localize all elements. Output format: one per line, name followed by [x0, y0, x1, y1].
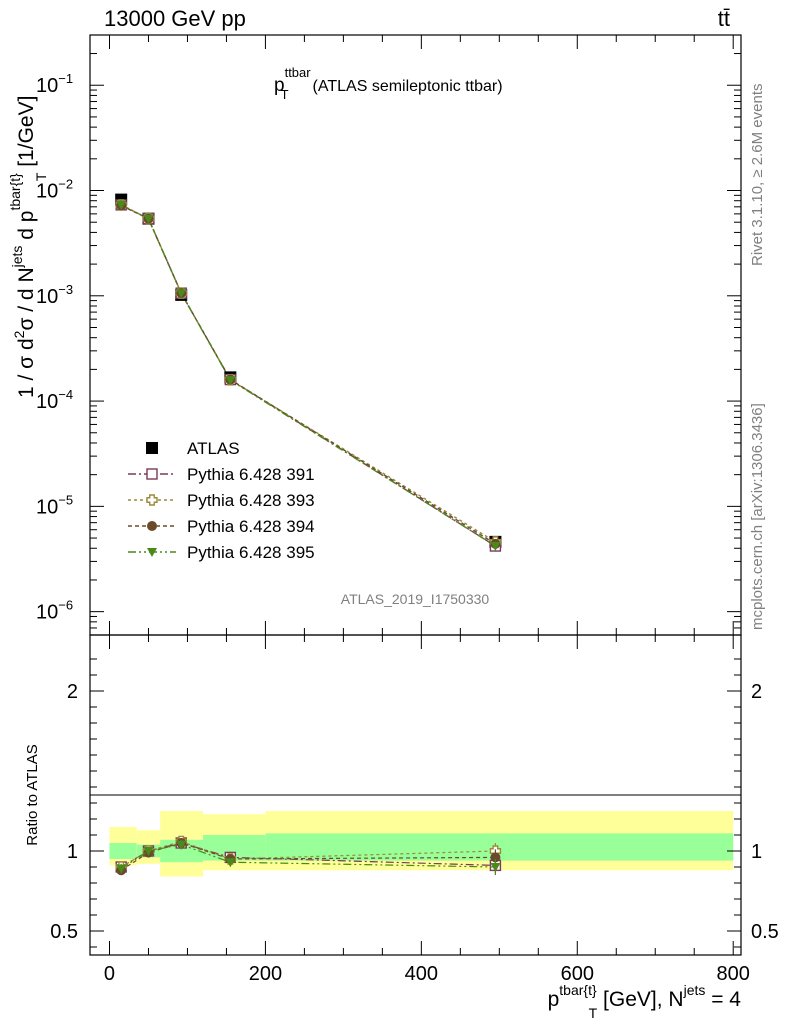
y-tick-label-exp: −3 [58, 282, 73, 297]
ylabel-a: 1 / σ d [15, 338, 38, 398]
x-tick-label: 800 [717, 963, 750, 985]
y-tick-label: 10−2 [36, 177, 73, 203]
ratio-y-label: Ratio to ATLAS [24, 744, 41, 845]
legend-label: Pythia 6.428 393 [187, 491, 315, 510]
ratio-y-tick-label-right: 1 [751, 841, 762, 863]
xlabel-b: [GeV], N [597, 988, 683, 1011]
header-left: 13000 GeV pp [104, 6, 246, 31]
ratio-data-point [490, 863, 501, 872]
legend-marker [146, 494, 158, 506]
y-tick-label-exp: −2 [58, 177, 73, 192]
legend-label: ATLAS [187, 439, 240, 458]
y-tick-label-base: 10 [36, 181, 58, 203]
ratio-y-ticks: 0.5 0.5 1 1 2 2 [50, 658, 779, 948]
ratio-data-point [143, 847, 154, 856]
ratio-data-point [116, 864, 127, 874]
ylabel-c: d p [15, 211, 38, 246]
rivet-label: Rivet 3.1.10, ≥ 2.6M events [749, 84, 766, 267]
xlabel-a-sup: tbar{t} [559, 982, 597, 998]
stat-uncertainty-band [109, 843, 137, 859]
ylabel-b: σ / d N [15, 267, 38, 330]
ylabel-d: [1/GeV] [15, 96, 38, 173]
mc-data-point [176, 289, 187, 299]
plot-title: pttbar T (ATLAS semileptonic ttbar) [274, 65, 503, 102]
y-tick-label-exp: −6 [58, 598, 73, 613]
x-axis-label: ptbar{t} T [GeV], Njets = 4 [548, 982, 742, 1021]
mc-data-point [225, 376, 236, 386]
legend-marker [146, 468, 158, 480]
ylabel-a-sup: 2 [11, 330, 27, 338]
legend-marker [146, 442, 158, 454]
x-tick-label: 200 [249, 963, 282, 985]
legend-label: Pythia 6.428 394 [187, 517, 315, 536]
analysis-watermark: ATLAS_2019_I1750330 [341, 591, 490, 607]
x-tick-label: 400 [405, 963, 438, 985]
xlabel-a: p [548, 988, 560, 1011]
plot-title-rest: (ATLAS semileptonic ttbar) [313, 78, 503, 95]
ratio-y-tick-label: 1 [67, 841, 78, 863]
y-tick-label-exp: −5 [58, 492, 73, 507]
ratio-bands [109, 811, 734, 877]
main-series [115, 193, 502, 552]
y-tick-label-base: 10 [36, 75, 58, 97]
y-tick-label: 10−6 [36, 598, 73, 624]
ylabel-c-sup: tbar{t} [7, 173, 23, 211]
header-right: tt̄ [718, 6, 730, 31]
x-tick-label: 0 [104, 963, 115, 985]
series-line [120, 204, 496, 545]
xlabel-b-sup: jets [683, 982, 706, 998]
y-tick-label: 10−3 [36, 282, 73, 308]
series-line [120, 204, 496, 543]
y-tick-label-exp: −1 [58, 71, 73, 86]
main-panel: 10−610−510−410−310−210−1 pttbar T (ATLAS s… [7, 34, 742, 636]
xlabel-a-sub: T [589, 1005, 598, 1021]
ratio-y-tick-label: 0.5 [50, 921, 78, 943]
ratio-data-point [225, 858, 236, 868]
ratio-series [115, 835, 502, 876]
mcplots-label: mcplots.cern.ch [arXiv:1306.3436] [749, 403, 766, 630]
ratio-frame [89, 634, 742, 956]
mc-data-point [143, 214, 154, 224]
ratio-x-ticks: 0 200 400 600 800 [104, 635, 750, 985]
y-tick-label-base: 10 [36, 391, 58, 413]
ratio-data-point [176, 840, 187, 850]
main-y-label: 1 / σ d2σ / d Njets d ptbar{t} T [1/GeV] [7, 96, 49, 398]
plot-title-sup: ttbar [285, 65, 312, 80]
x-tick-label: 600 [561, 963, 594, 985]
legend-marker [147, 521, 157, 531]
legend: ATLAS Pythia 6.428 391 Pythia 6.428 393 Pyt… [128, 439, 315, 562]
mc-data-point [116, 200, 127, 210]
main-x-ticks [108, 35, 734, 635]
main-y-ticks: 10−610−510−410−310−210−1 [36, 53, 741, 636]
y-tick-label-base: 10 [36, 496, 58, 518]
ratio-data-point [490, 852, 501, 863]
ylabel-c-sub: T [33, 172, 49, 181]
plot-title-sub: T [281, 87, 289, 102]
y-tick-label: 10−5 [36, 492, 73, 518]
legend-label: Pythia 6.428 391 [187, 465, 315, 484]
ratio-panel: 0.5 0.51 12 2 0 200 400 600 800 Ratio to ATLAS … [24, 634, 779, 1021]
ylabel-b-sup: jets [9, 246, 25, 269]
y-tick-label-exp: −4 [58, 387, 73, 402]
legend-marker [147, 548, 157, 557]
mc-data-point [490, 542, 501, 552]
ratio-y-tick-label-right: 2 [751, 681, 762, 703]
y-tick-label: 10−4 [36, 387, 73, 413]
xlabel-c: = 4 [705, 988, 741, 1011]
ratio-y-tick-label: 2 [67, 681, 78, 703]
y-tick-label-base: 10 [36, 286, 58, 308]
legend-label: Pythia 6.428 395 [187, 543, 315, 562]
ratio-series-line [120, 840, 496, 868]
y-tick-label: 10−1 [36, 71, 73, 97]
ratio-y-tick-label-right: 0.5 [751, 921, 779, 943]
plot-title-p: p [274, 75, 285, 96]
y-tick-label-base: 10 [36, 602, 58, 624]
